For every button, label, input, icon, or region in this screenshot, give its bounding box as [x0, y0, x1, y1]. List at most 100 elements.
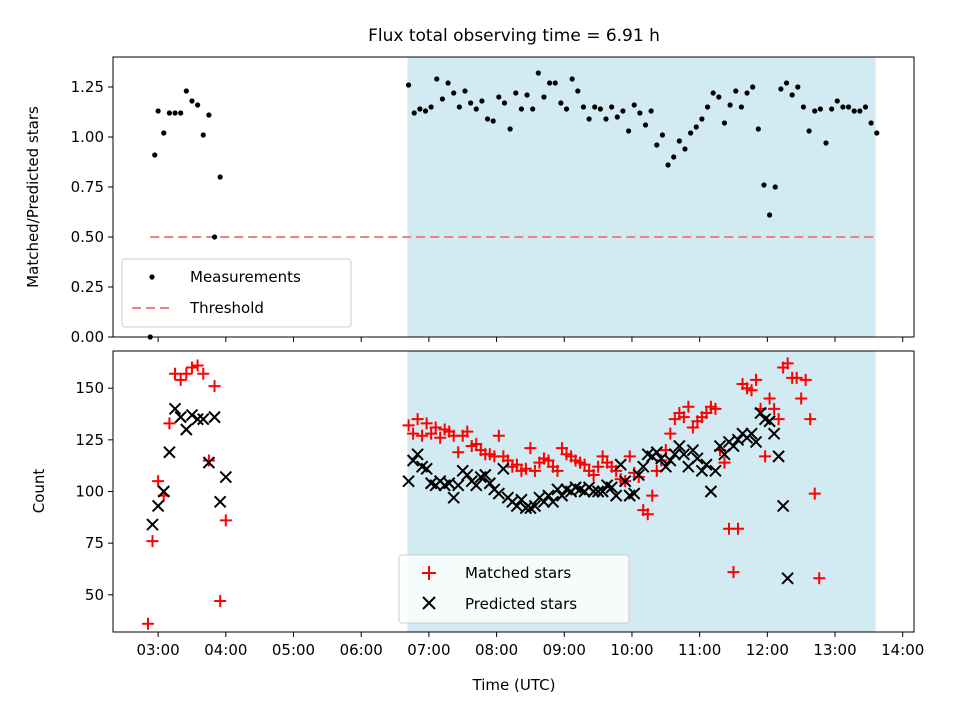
predicted-star-point	[180, 423, 193, 436]
measurement-point	[744, 90, 750, 96]
legend-predicted-marker	[422, 596, 436, 610]
measurement-point	[217, 174, 223, 180]
measurement-point	[761, 182, 767, 188]
predicted-star-point	[596, 485, 609, 498]
matched-star-point	[592, 460, 605, 473]
predicted-star-point	[510, 499, 524, 513]
predicted-star-point	[659, 460, 673, 473]
measurement-point	[766, 212, 773, 218]
matched-star-point	[799, 373, 812, 386]
measurement-point	[428, 104, 434, 110]
measurement-point	[620, 108, 626, 114]
top-x-ticks	[157, 337, 904, 342]
measurement-point	[547, 80, 553, 86]
measurement-point	[541, 94, 547, 100]
matched-star-point	[191, 359, 204, 372]
measurement-point	[183, 88, 189, 94]
measurement-point	[178, 110, 184, 116]
measurement-point	[806, 128, 812, 134]
matched-star-point	[677, 411, 690, 424]
measurement-point	[800, 104, 807, 110]
predicted-star-point	[655, 452, 668, 465]
matched-star-point	[169, 367, 182, 380]
measurement-points	[147, 70, 880, 340]
predicted-star-point	[420, 462, 433, 475]
top-legend-box	[121, 258, 352, 328]
predicted-star-point	[609, 489, 623, 502]
matched-star-point	[772, 413, 785, 426]
measurement-point	[609, 104, 615, 110]
predicted-star-point	[470, 479, 483, 492]
matched-star-point	[416, 429, 429, 442]
predicted-star-point	[677, 448, 691, 461]
matched-star-point	[686, 421, 699, 434]
bottom-y-tick-label: 125	[75, 431, 104, 449]
predicted-star-point	[208, 410, 221, 424]
x-tick-label: 14:00	[881, 641, 924, 659]
top-y-label: Matched/Predicted stars	[24, 106, 42, 288]
bottom-y-tick-label: 100	[75, 483, 104, 501]
predicted-star-point	[185, 408, 199, 422]
measurement-point	[750, 84, 756, 90]
predicted-star-point	[551, 483, 564, 496]
predicted-star-point	[637, 460, 650, 473]
measurement-point	[625, 128, 632, 134]
matched-star-point	[180, 367, 193, 380]
measurement-point	[603, 116, 609, 122]
measurement-point	[411, 110, 417, 116]
x-tick-label: 12:00	[746, 641, 789, 659]
predicted-star-point	[772, 450, 785, 463]
legend-matched-label: Matched stars	[465, 564, 571, 582]
matched-star-point	[768, 402, 781, 415]
legend-measurements-label: Measurements	[190, 268, 301, 286]
x-tick-label: 09:00	[543, 641, 586, 659]
predicted-star-point	[695, 464, 709, 478]
predicted-star-point	[628, 487, 641, 500]
matched-star-point	[587, 468, 600, 481]
predicted-star-point	[157, 485, 170, 498]
bottom-x-axis: 03:00 04:00 05:00 06:00 07:00 08:00 09:00 10:00…	[137, 632, 924, 659]
predicted-star-point	[591, 485, 605, 498]
matched-star-point	[745, 384, 758, 397]
measurement-point	[513, 90, 519, 96]
measurement-point	[473, 106, 479, 112]
measurement-point	[654, 142, 660, 148]
measurement-point	[778, 86, 784, 92]
measurement-point	[648, 108, 654, 114]
predicted-star-point	[727, 439, 740, 453]
measurement-point	[552, 80, 558, 86]
measurement-point	[592, 104, 598, 110]
matched-star-point	[610, 464, 623, 477]
measurement-point	[206, 112, 212, 118]
matched-star-point	[519, 462, 532, 475]
matched-star-point	[664, 427, 677, 440]
count-points	[141, 357, 826, 630]
matched-star-point	[510, 458, 523, 471]
measurement-point	[733, 88, 739, 94]
measurement-point	[699, 116, 705, 122]
matched-star-point	[623, 450, 636, 463]
measurement-point	[172, 110, 178, 116]
predicted-star-point	[664, 454, 677, 467]
measurement-point	[451, 90, 457, 96]
bottom-y-tick-label: 150	[75, 379, 104, 397]
matched-star-point	[524, 442, 537, 455]
matched-star-point	[578, 458, 591, 471]
predicted-star-point	[411, 448, 424, 461]
predicted-star-point	[745, 427, 758, 440]
predicted-star-point	[442, 477, 456, 490]
predicted-star-point	[542, 489, 555, 502]
measurement-point	[812, 108, 818, 114]
predicted-star-point	[213, 495, 227, 509]
measurement-point	[580, 104, 587, 110]
matched-star-point	[759, 450, 772, 463]
predicted-star-point	[461, 468, 474, 482]
measurement-point	[518, 106, 524, 112]
top-y-tick-label: 0.25	[71, 278, 104, 296]
measurement-point	[857, 108, 863, 114]
measurement-point	[575, 88, 581, 94]
matched-star-point	[185, 361, 198, 374]
measurement-point	[563, 106, 570, 112]
matched-star-point	[141, 617, 154, 630]
